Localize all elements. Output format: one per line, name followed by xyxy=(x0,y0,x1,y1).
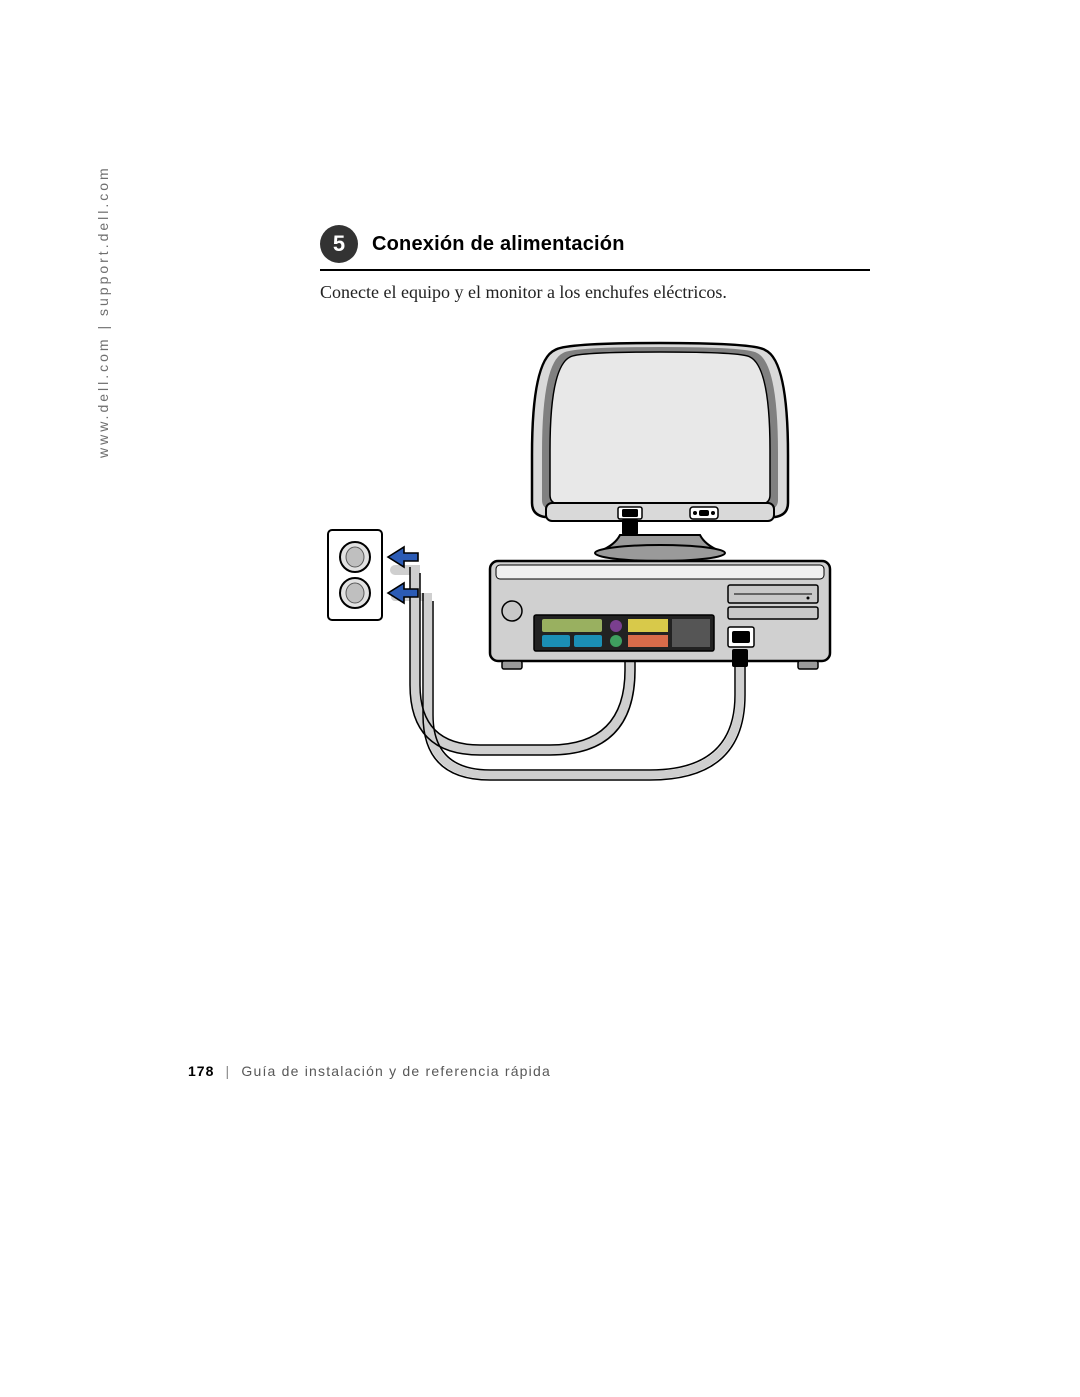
page-footer: 178 | Guía de instalación y de referenci… xyxy=(188,1063,551,1079)
instruction-text: Conecte el equipo y el monitor a los enc… xyxy=(320,282,727,303)
page-number: 178 xyxy=(188,1063,214,1079)
crt-monitor-icon xyxy=(532,343,788,561)
side-url-text: www.dell.com | support.dell.com xyxy=(95,165,111,458)
wall-outlet-icon xyxy=(328,530,382,620)
step-header: 5 Conexión de alimentación xyxy=(320,225,870,271)
diagram-svg xyxy=(320,335,880,785)
footer-guide-title: Guía de instalación y de referencia rápi… xyxy=(241,1063,551,1079)
footer-separator: | xyxy=(225,1063,230,1079)
step-title: Conexión de alimentación xyxy=(372,233,625,256)
page: www.dell.com | support.dell.com 5 Conexi… xyxy=(0,0,1080,1397)
step-number-badge: 5 xyxy=(320,225,358,263)
desktop-computer-icon xyxy=(490,561,830,669)
power-connection-diagram xyxy=(320,335,880,785)
